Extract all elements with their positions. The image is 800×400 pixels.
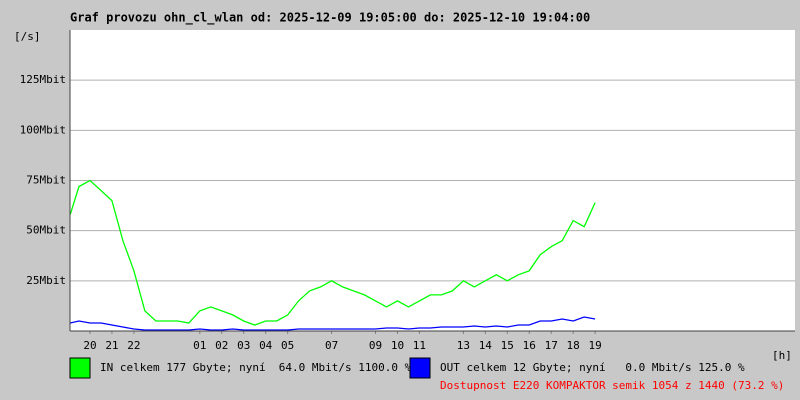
x-tick-label: 18 [567, 339, 580, 352]
legend-label: OUT celkem 12 Gbyte; nyní 0.0 Mbit/s 125… [440, 361, 745, 374]
y-tick-label: 75Mbit [26, 174, 66, 187]
legend-label: IN celkem 177 Gbyte; nyní 64.0 Mbit/s 11… [100, 361, 412, 374]
y-tick-label: 100Mbit [20, 123, 66, 136]
legend-swatch [409, 357, 431, 379]
x-tick-label: 15 [501, 339, 514, 352]
x-axis-label: [h] [772, 349, 792, 362]
y-axis-label: [/s] [14, 30, 41, 43]
x-tick-label: 07 [325, 339, 338, 352]
availability-note: Dostupnost E220 KOMPAKTOR semik 1054 z 1… [440, 379, 784, 392]
x-tick-label: 13 [457, 339, 470, 352]
x-tick-label: 02 [215, 339, 228, 352]
x-tick-label: 22 [127, 339, 140, 352]
x-tick-label: 21 [105, 339, 118, 352]
x-tick-label: 03 [237, 339, 250, 352]
x-tick-label: 16 [523, 339, 536, 352]
legend-swatch [69, 357, 91, 379]
x-tick-label: 10 [391, 339, 404, 352]
x-tick-label: 01 [193, 339, 206, 352]
x-tick-label: 14 [479, 339, 493, 352]
data-line [69, 179, 596, 326]
x-tick-label: 04 [259, 339, 273, 352]
x-tick-label: 05 [281, 339, 294, 352]
x-tick-label: 11 [413, 339, 426, 352]
y-tick-label: 50Mbit [26, 224, 66, 237]
x-tick-label: 20 [83, 339, 96, 352]
x-tick-label: 17 [545, 339, 558, 352]
x-tick-label: 09 [369, 339, 382, 352]
x-tick-label: 19 [589, 339, 602, 352]
chart-title: Graf provozu ohn_cl_wlan od: 2025-12-09 … [70, 11, 590, 26]
y-tick-label: 125Mbit [20, 73, 66, 86]
y-tick-label: 25Mbit [26, 274, 66, 287]
data-line [70, 316, 596, 331]
